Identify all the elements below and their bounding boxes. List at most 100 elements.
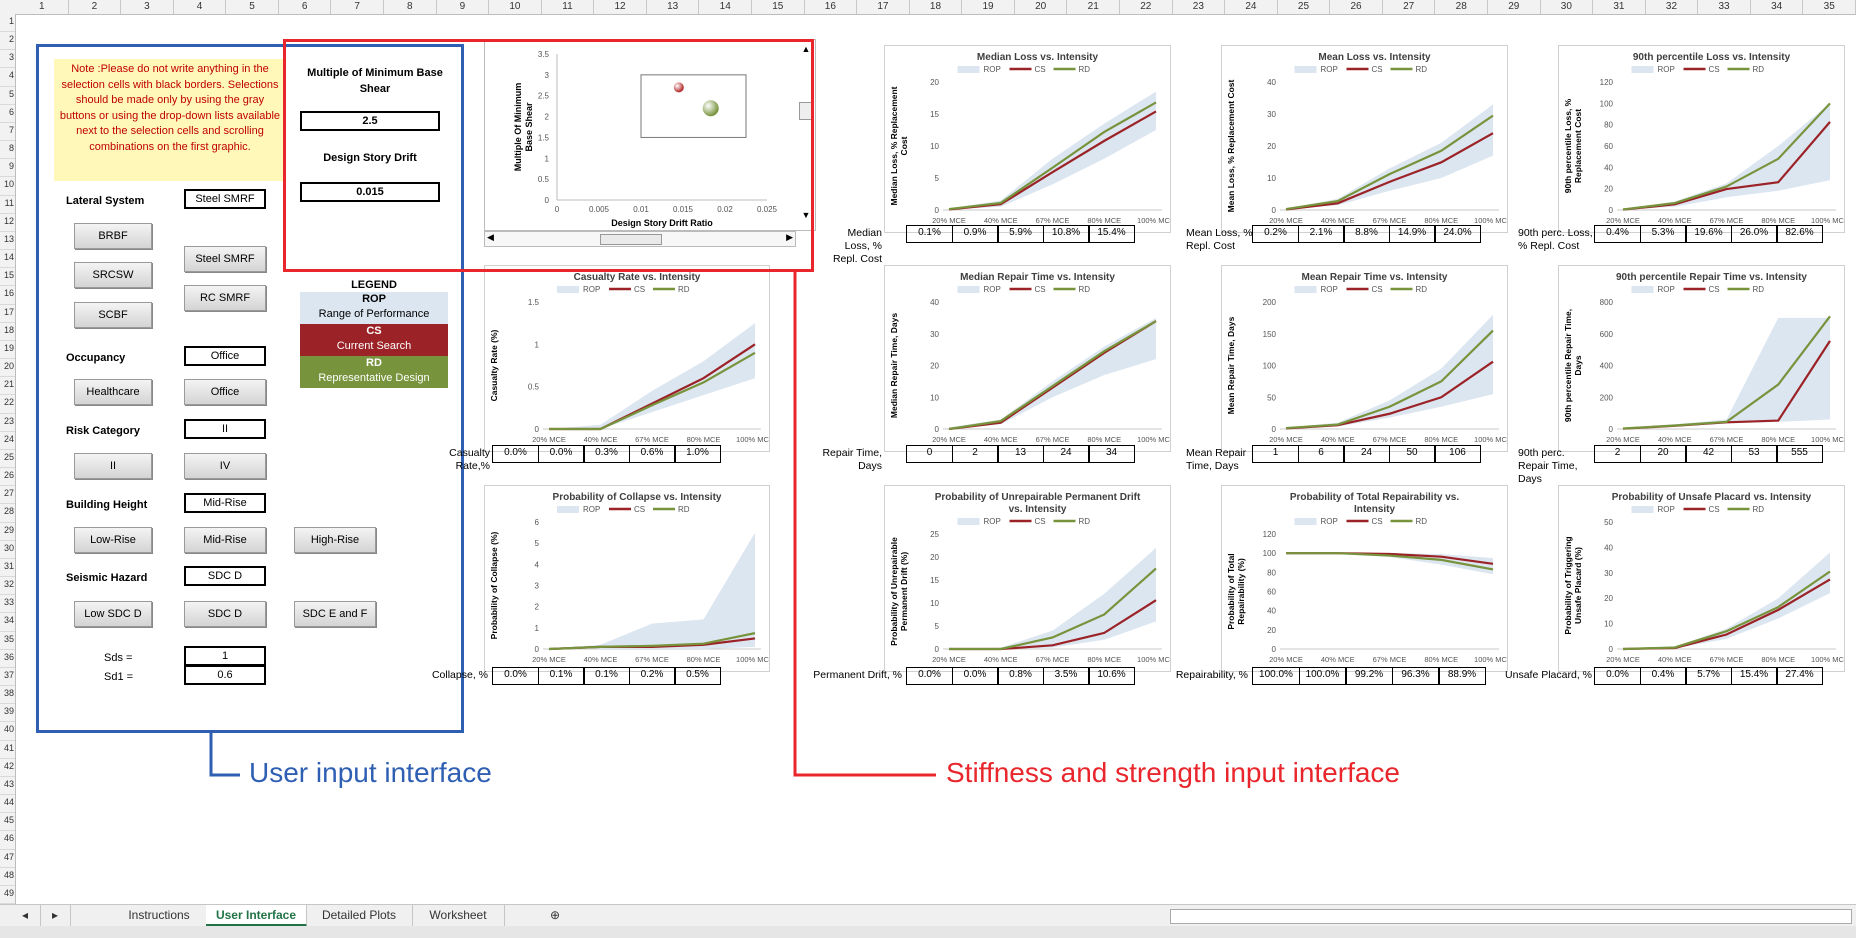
row-header-cell[interactable]: 28 <box>0 504 15 523</box>
row-header-cell[interactable]: 40 <box>0 722 15 741</box>
row-header-cell[interactable]: 23 <box>0 414 15 432</box>
sheet-hscrollbar[interactable] <box>1170 909 1852 924</box>
row-header-cell[interactable]: 49 <box>0 886 15 904</box>
p90-repair-chart[interactable]: 90th percentile Repair Time vs. Intensit… <box>1558 265 1849 452</box>
column-header-cell[interactable]: 6 <box>279 0 332 14</box>
column-header-cell[interactable]: 25 <box>1278 0 1331 14</box>
perm-drift-chart[interactable]: Probability of Unrepairable Permanent Dr… <box>884 485 1175 672</box>
mean-repair-chart[interactable]: Mean Repair Time vs. Intensity ROP CS RD 0 50… <box>1221 265 1512 452</box>
column-header-cell[interactable]: 29 <box>1488 0 1541 14</box>
column-header-cell[interactable]: 28 <box>1435 0 1488 14</box>
risk-iv-button[interactable]: IV <box>184 453 266 479</box>
column-header-cell[interactable]: 27 <box>1383 0 1436 14</box>
building-height-select[interactable]: Mid-Rise <box>184 493 266 513</box>
row-header-cell[interactable]: 24 <box>0 432 15 450</box>
column-header-cell[interactable]: 8 <box>384 0 437 14</box>
row-header-cell[interactable]: 7 <box>0 123 15 142</box>
row-header-cell[interactable]: 31 <box>0 559 15 578</box>
scbf-button[interactable]: SCBF <box>74 302 152 328</box>
worksheet-grid[interactable]: Note :Please do not write anything in th… <box>16 15 1856 904</box>
tab-instructions[interactable]: Instructions <box>112 905 207 926</box>
column-header-cell[interactable]: 31 <box>1593 0 1646 14</box>
sd1-field[interactable]: 0.6 <box>184 665 266 685</box>
column-header-cell[interactable]: 22 <box>1120 0 1173 14</box>
row-header-cell[interactable]: 13 <box>0 232 15 251</box>
row-header-cell[interactable]: 46 <box>0 831 15 850</box>
column-header-cell[interactable]: 19 <box>962 0 1015 14</box>
row-header-cell[interactable]: 10 <box>0 177 15 196</box>
mid-rise-button[interactable]: Mid-Rise <box>184 527 266 553</box>
column-header-cell[interactable]: 16 <box>805 0 858 14</box>
office-button[interactable]: Office <box>184 379 266 405</box>
row-header-cell[interactable]: 44 <box>0 795 15 814</box>
drift-shear-chart-panel[interactable]: 0 0.5 1 1.5 2 2.5 3 3.5 0 0.005 0.01 0.015 0.02 0.025… <box>484 39 816 231</box>
story-drift-field[interactable]: 0.015 <box>300 182 440 202</box>
column-header-cell[interactable]: 7 <box>331 0 384 14</box>
column-header-cell[interactable]: 30 <box>1541 0 1594 14</box>
column-header-cell[interactable]: 33 <box>1698 0 1751 14</box>
row-header-cell[interactable]: 37 <box>0 668 15 687</box>
row-header-cell[interactable]: 48 <box>0 868 15 886</box>
row-header-cell[interactable]: 16 <box>0 286 15 305</box>
sdc-e-f-button[interactable]: SDC E and F <box>294 601 376 627</box>
row-header-cell[interactable]: 19 <box>0 341 15 360</box>
tab-worksheet[interactable]: Worksheet <box>412 905 505 926</box>
rc-smrf-button[interactable]: RC SMRF <box>184 285 266 311</box>
row-header-cell[interactable]: 18 <box>0 323 15 341</box>
row-header-cell[interactable]: 6 <box>0 105 15 123</box>
median-repair-chart[interactable]: Median Repair Time vs. Intensity ROP CS RD 0… <box>884 265 1175 452</box>
row-header-cell[interactable]: 36 <box>0 650 15 668</box>
risk-ii-button[interactable]: II <box>74 453 152 479</box>
row-header-cell[interactable]: 41 <box>0 741 15 759</box>
hscroll-left-icon[interactable]: ◀ <box>487 232 494 242</box>
column-header-cell[interactable]: 21 <box>1067 0 1120 14</box>
steel-smrf-button[interactable]: Steel SMRF <box>184 246 266 272</box>
column-header-cell[interactable]: 9 <box>437 0 490 14</box>
low-rise-button[interactable]: Low-Rise <box>74 527 152 553</box>
row-header-cell[interactable]: 4 <box>0 68 15 87</box>
row-header-cell[interactable]: 26 <box>0 468 15 487</box>
row-header-cell[interactable]: 47 <box>0 850 15 868</box>
row-header-cell[interactable]: 25 <box>0 450 15 469</box>
tab-user-interface[interactable]: User Interface <box>206 905 307 927</box>
scatter-scroll-down[interactable]: ▼ <box>801 210 811 220</box>
low-sdc-d-button[interactable]: Low SDC D <box>74 601 152 627</box>
row-header-cell[interactable]: 27 <box>0 486 15 505</box>
row-header-cell[interactable]: 32 <box>0 577 15 596</box>
p90-loss-chart[interactable]: 90th percentile Loss vs. Intensity ROP CS R… <box>1558 45 1849 233</box>
row-header-cell[interactable]: 12 <box>0 214 15 232</box>
casualty-chart[interactable]: Casualty Rate vs. Intensity ROP CS RD 0 0.5 1 1… <box>484 265 774 452</box>
row-header-cell[interactable]: 8 <box>0 141 15 160</box>
column-header-cell[interactable]: 20 <box>1015 0 1068 14</box>
column-header-cell[interactable]: 12 <box>594 0 647 14</box>
high-rise-button[interactable]: High-Rise <box>294 527 376 553</box>
row-header-cell[interactable]: 3 <box>0 50 15 69</box>
column-header-cell[interactable]: 35 <box>1803 0 1856 14</box>
risk-category-select[interactable]: II <box>184 419 266 439</box>
column-header-cell[interactable]: 15 <box>752 0 805 14</box>
occupancy-select[interactable]: Office <box>184 346 266 366</box>
tab-detailed-plots[interactable]: Detailed Plots <box>306 905 413 926</box>
scatter-hscrollbar[interactable]: ◀ ▶ <box>484 231 796 247</box>
seismic-hazard-select[interactable]: SDC D <box>184 566 266 586</box>
hscroll-right-icon[interactable]: ▶ <box>786 232 793 242</box>
scatter-scroll-up[interactable]: ▲ <box>801 44 811 54</box>
column-header-cell[interactable]: 14 <box>699 0 752 14</box>
row-header-cell[interactable]: 34 <box>0 613 15 632</box>
column-header-cell[interactable]: 3 <box>121 0 174 14</box>
srcsw-button[interactable]: SRCSW <box>74 262 152 288</box>
column-header-cell[interactable]: 4 <box>174 0 227 14</box>
column-header-cell[interactable]: 26 <box>1330 0 1383 14</box>
mean-loss-chart[interactable]: Mean Loss vs. Intensity ROP CS RD 0 10 20 30 40 2… <box>1221 45 1512 233</box>
column-header-cell[interactable]: 24 <box>1225 0 1278 14</box>
row-header-cell[interactable]: 43 <box>0 777 15 795</box>
tab-scroll-right-icon[interactable]: ▸ <box>40 905 71 926</box>
repairability-chart[interactable]: Probability of Total Repairability vs. In… <box>1221 485 1512 672</box>
row-header-cell[interactable]: 35 <box>0 632 15 650</box>
add-sheet-icon[interactable]: ⊕ <box>549 908 561 922</box>
column-header-cell[interactable]: 10 <box>489 0 542 14</box>
sdc-d-button[interactable]: SDC D <box>184 601 266 627</box>
row-header-cell[interactable]: 45 <box>0 813 15 832</box>
unsafe-placard-chart[interactable]: Probability of Unsafe Placard vs. Intens… <box>1558 485 1849 672</box>
row-header-cell[interactable]: 20 <box>0 359 15 378</box>
